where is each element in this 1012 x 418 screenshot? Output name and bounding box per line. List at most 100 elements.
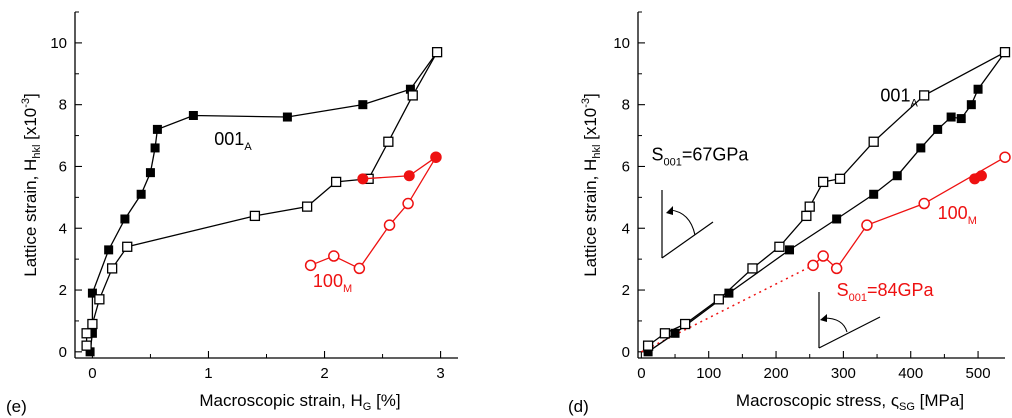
data-point [405,84,415,94]
slope-diagonal [661,221,714,259]
annotation-text: 100 [313,271,343,291]
data-point [383,219,396,231]
x-axis-label-subscript: G [363,401,372,413]
data-point [975,170,987,182]
data-point [659,328,671,339]
y-tick-label: 4 [59,220,67,237]
data-point [818,176,829,188]
data-point [403,170,415,182]
data-point [869,189,879,199]
data-point [94,294,105,305]
annotation: 001A [214,129,252,153]
data-point [330,176,342,188]
slope-arc [669,209,696,236]
data-point [918,197,930,210]
data-point [804,201,815,212]
y-axis-label-unit: [x10 [581,108,600,145]
y-axis-label-unit: [x10 [21,108,40,145]
data-point [81,328,92,339]
slope-arrow [666,206,673,215]
y-axis-label-superscript: -3 [580,98,592,108]
data-point [747,263,758,274]
annotation: 100M [938,203,977,227]
series-line [85,51,438,346]
annotation-subscript: M [343,283,352,295]
annotation-subscript: M [968,215,977,227]
data-point [383,136,394,147]
data-point [81,340,92,351]
data-point [834,173,846,184]
annotation: S001=67GPa [651,144,749,168]
y-axis-label: Lattice strain, Hhkl [x10-3] [20,93,43,277]
panel-label: (e) [6,397,27,416]
data-point [956,114,966,124]
y-tick-label: 10 [50,35,67,52]
annotation-text: S [837,280,849,300]
y-axis-label-end: ] [581,93,600,98]
x-tick-label: 1 [204,365,212,382]
slope-arc [823,317,848,333]
data-point [136,189,146,199]
x-axis-label-subscript: SG [899,401,915,413]
x-axis-label-text: Macroscopic stress, [736,391,891,410]
y-tick-label: 8 [59,97,67,114]
y-axis-label-text: Lattice strain, H [21,159,40,277]
y-tick-label: 2 [622,282,630,299]
x-axis-label-unit: [%] [371,391,400,410]
data-point [830,262,843,275]
data-point [807,259,819,272]
series-filled-circle [969,170,987,185]
data-point [713,294,724,305]
data-point [87,328,97,338]
data-point [643,347,653,357]
x-tick-label: 2 [320,365,328,382]
annotation-subscript: 001 [849,292,867,304]
series-open-square [642,47,1011,351]
x-tick-label: 500 [966,365,991,382]
annotation-subscript: 001 [663,156,681,168]
y-axis-label-subscript: hkl [591,145,603,159]
x-tick-label: 400 [898,365,923,382]
annotation-tail: =67GPa [682,144,750,164]
data-point [328,250,340,262]
annotation-subscript: A [244,141,252,153]
data-point [933,124,943,134]
data-point [353,262,366,275]
y-tick-label: 8 [622,97,630,114]
x-axis-label: Macroscopic stress, ςSG [MPa] [736,391,964,413]
data-point [152,124,162,134]
panel-e: 0 1 2 3 0 2 4 6 8 10 Macroscopic strain, HG [%] Lat… [6,11,458,416]
data-point [801,210,812,222]
series-line [647,51,1006,347]
data-point [282,112,292,122]
data-point [106,263,118,274]
data-point [407,90,418,101]
data-point [670,328,680,338]
data-point [188,110,198,120]
data-point [868,136,879,147]
y-axis-label-subscript: hkl [31,145,43,159]
x-tick-label: 0 [88,365,96,382]
y-tick-label: 2 [59,282,67,299]
data-point [916,143,926,153]
annotation-text: 001 [880,86,910,106]
data-point [357,173,369,185]
y-tick-label: 0 [59,344,67,361]
annotation-text: 100 [938,203,968,223]
series-line [89,51,438,352]
series-open-square [81,47,443,351]
data-point [87,318,98,330]
slope-arrow [820,314,827,322]
reference-line [641,264,814,353]
data-point [301,201,313,212]
data-point [431,47,443,58]
data-point [150,143,160,153]
data-point [430,151,442,163]
data-point [87,288,97,298]
x-tick-label: 100 [696,365,721,382]
panel-d: 0 100 200 300 400 500 0 2 4 6 8 10 Macroscopic stres… [568,11,1011,416]
data-point [973,84,983,94]
data-point [999,47,1011,58]
y-axis-label: Lattice strain, Hhkl [x10-3] [580,93,603,277]
data-point [774,241,785,252]
